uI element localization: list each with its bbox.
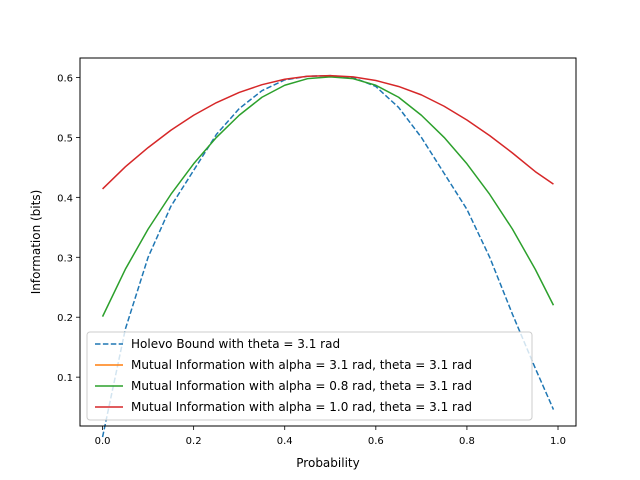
legend-label-3: Mutual Information with alpha = 1.0 rad,… <box>131 400 472 414</box>
legend-label-0: Holevo Bound with theta = 3.1 rad <box>131 337 340 351</box>
legend: Holevo Bound with theta = 3.1 rad Mutual … <box>86 331 533 421</box>
axes-frame <box>79 57 577 427</box>
y-tick-label: 0.5 <box>57 133 73 144</box>
y-tick-label: 0.1 <box>57 373 73 384</box>
x-tick-label: 0.2 <box>186 436 202 447</box>
series-line-3 <box>102 74 554 190</box>
y-tick-label: 0.2 <box>57 313 73 324</box>
legend-frame <box>86 331 533 421</box>
x-tick-label: 0.6 <box>368 436 384 447</box>
legend-label-1: Mutual Information with alpha = 3.1 rad,… <box>131 358 472 372</box>
x-axis-label: Probability <box>296 456 359 470</box>
x-tick-label: 0.4 <box>277 436 293 447</box>
series-line-2 <box>101 76 555 317</box>
plot-area <box>101 74 555 438</box>
y-tick-label: 0.4 <box>57 193 73 204</box>
y-axis-label: Information (bits) <box>29 190 43 295</box>
x-tick-label: 0.8 <box>459 436 475 447</box>
y-tick-label: 0.3 <box>57 253 73 264</box>
y-tick-label: 0.6 <box>57 73 73 84</box>
axes-ticks: 0.0 0.2 0.4 0.6 0.8 1.0 0.1 0.2 0.3 0.4 0.5 0.6 <box>57 73 566 447</box>
x-tick-label: 0.0 <box>95 436 111 447</box>
x-tick-label: 1.0 <box>550 436 566 447</box>
legend-label-2: Mutual Information with alpha = 0.8 rad,… <box>131 379 472 393</box>
